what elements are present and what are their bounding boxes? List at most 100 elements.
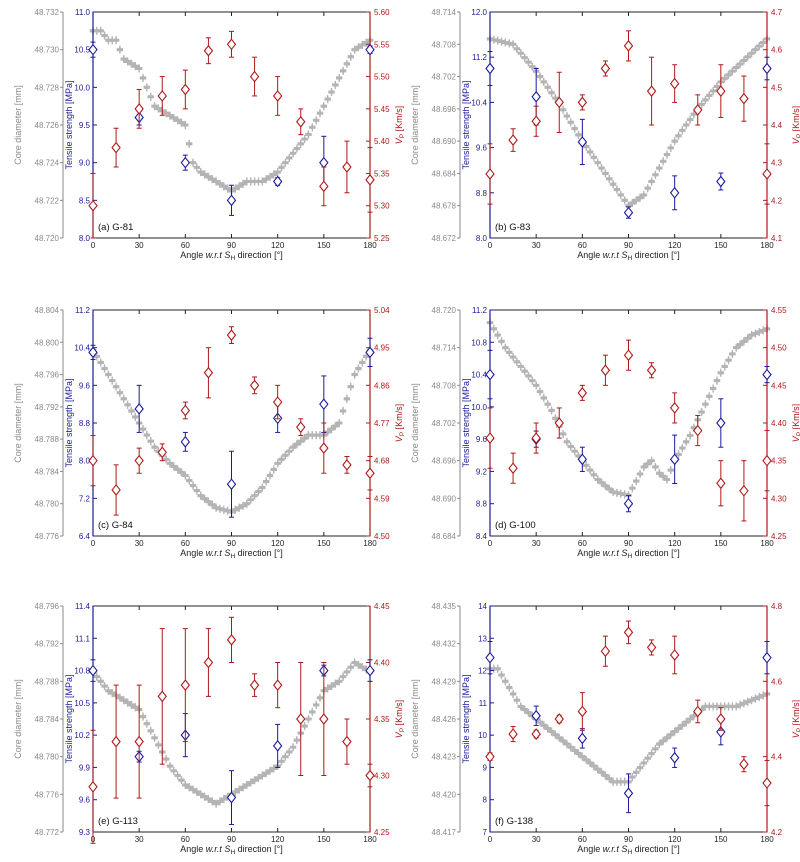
core-diameter-point [656, 740, 663, 747]
tensile-tick-label: 9.9 [79, 763, 91, 772]
vp-tick-label: 4.6 [771, 677, 783, 686]
core-diameter-point [517, 702, 524, 709]
core-diameter-point [544, 83, 551, 90]
core-diameter-point [305, 714, 312, 722]
tensile-series [485, 641, 772, 814]
x-tick-label: 0 [488, 241, 493, 250]
x-tick-label: 180 [760, 539, 774, 548]
vp-point [272, 679, 283, 691]
tensile-axis-title: Tensile strength [MPa] [461, 378, 471, 467]
core-diameter-point [205, 172, 212, 180]
core-tick-label: 48.726 [35, 121, 60, 130]
core-diameter-point [212, 177, 220, 184]
x-axis-title: Angle w.r.t SH direction [°] [577, 844, 680, 856]
tensile-point [623, 497, 634, 510]
vp-axis-title: VP [Km/s] [791, 106, 800, 144]
x-tick-label: 30 [135, 241, 144, 250]
vp-point [249, 379, 260, 392]
tensile-tick-label: 10.8 [471, 338, 487, 347]
core-diameter-point [590, 153, 598, 160]
tensile-point [88, 346, 98, 359]
core-diameter-point [640, 758, 648, 766]
core-diameter-point [571, 124, 578, 131]
tensile-point [716, 726, 726, 738]
core-diameter-point [185, 139, 193, 147]
core-diameter-point [752, 45, 759, 52]
tensile-point [88, 664, 98, 677]
vp-tick-label: 4.35 [374, 715, 390, 724]
tensile-tick-label: 11.2 [472, 53, 488, 62]
x-tick-label: 60 [181, 835, 190, 844]
core-diameter-point [297, 437, 304, 444]
core-tick-label: 48.702 [432, 419, 457, 428]
core-diameter-point [594, 765, 601, 772]
core-diameter-point [185, 476, 193, 483]
panel-d: 0 30 60 90 120 150 180 Angle w.r.t SH direction… [410, 306, 800, 560]
x-tick-label: 60 [578, 241, 587, 250]
core-diameter-point [548, 727, 555, 734]
core-diameter-point [563, 437, 571, 445]
core-tick-label: 48.728 [35, 83, 60, 92]
vp-point [296, 115, 306, 128]
vp-tick-label: 5.04 [374, 306, 390, 315]
x-title-prefix: Angle [577, 250, 603, 260]
core-diameter-point [174, 465, 181, 472]
x-tick-label: 120 [668, 241, 682, 250]
vp-title-main: V [791, 731, 800, 738]
vp-point [111, 484, 121, 496]
vp-point [319, 713, 329, 725]
vp-point [485, 432, 495, 444]
vp-point [693, 104, 703, 116]
core-diameter-point [582, 755, 590, 763]
core-tick-label: 48.696 [432, 105, 457, 114]
x-tick-label: 90 [227, 539, 236, 548]
core-diameter-point [293, 440, 301, 447]
core-diameter-point [559, 736, 567, 744]
core-diameter-point [736, 340, 744, 347]
vp-tick-label: 4.77 [374, 419, 390, 428]
x-tick-label: 150 [714, 835, 728, 844]
core-diameter-series [89, 26, 374, 196]
tensile-point [226, 478, 237, 491]
core-diameter-point [648, 749, 655, 756]
vp-series [88, 326, 375, 516]
core-diameter-point [629, 772, 636, 780]
core-diameter-point [540, 721, 548, 728]
x-tick-label: 180 [363, 241, 377, 250]
core-diameter-point [286, 447, 293, 454]
x-tick-label: 90 [624, 241, 633, 250]
core-diameter-point [278, 163, 285, 170]
vp-tick-label: 5.45 [374, 105, 390, 114]
x-title-sub: H [230, 553, 235, 560]
tensile-series [88, 41, 375, 216]
core-tick-label: 48.732 [35, 8, 60, 17]
core-diameter-point [567, 743, 574, 750]
core-diameter-point [97, 26, 104, 34]
tensile-point [716, 417, 726, 429]
core-diameter-point [552, 93, 559, 101]
tensile-point [762, 651, 772, 664]
core-diameter-point [205, 794, 212, 802]
core-diameter-point [663, 733, 671, 741]
panel-b: 0 30 60 90 120 150 180 Angle w.r.t SH direction… [410, 8, 800, 262]
core-diameter-point [717, 368, 725, 376]
x-title-prefix: Angle [180, 548, 206, 558]
core-diameter-point [536, 718, 544, 725]
core-diameter-point [667, 465, 675, 473]
core-diameter-point [744, 334, 751, 341]
vp-series [485, 620, 772, 807]
core-diameter-point [170, 462, 177, 469]
core-diameter-point [706, 91, 713, 98]
core-diameter-point [343, 59, 351, 67]
core-diameter-point [498, 670, 505, 678]
vp-title-main: V [791, 137, 800, 144]
core-diameter-point [266, 471, 274, 478]
core-diameter-point [494, 664, 501, 672]
tensile-tick-label: 8.0 [79, 234, 91, 243]
core-diameter-point [101, 364, 108, 371]
x-title-suffix: direction [°] [632, 250, 680, 260]
vp-point [226, 634, 237, 646]
tensile-point [134, 402, 144, 415]
x-tick-label: 90 [624, 539, 633, 548]
core-diameter-point [301, 135, 308, 142]
